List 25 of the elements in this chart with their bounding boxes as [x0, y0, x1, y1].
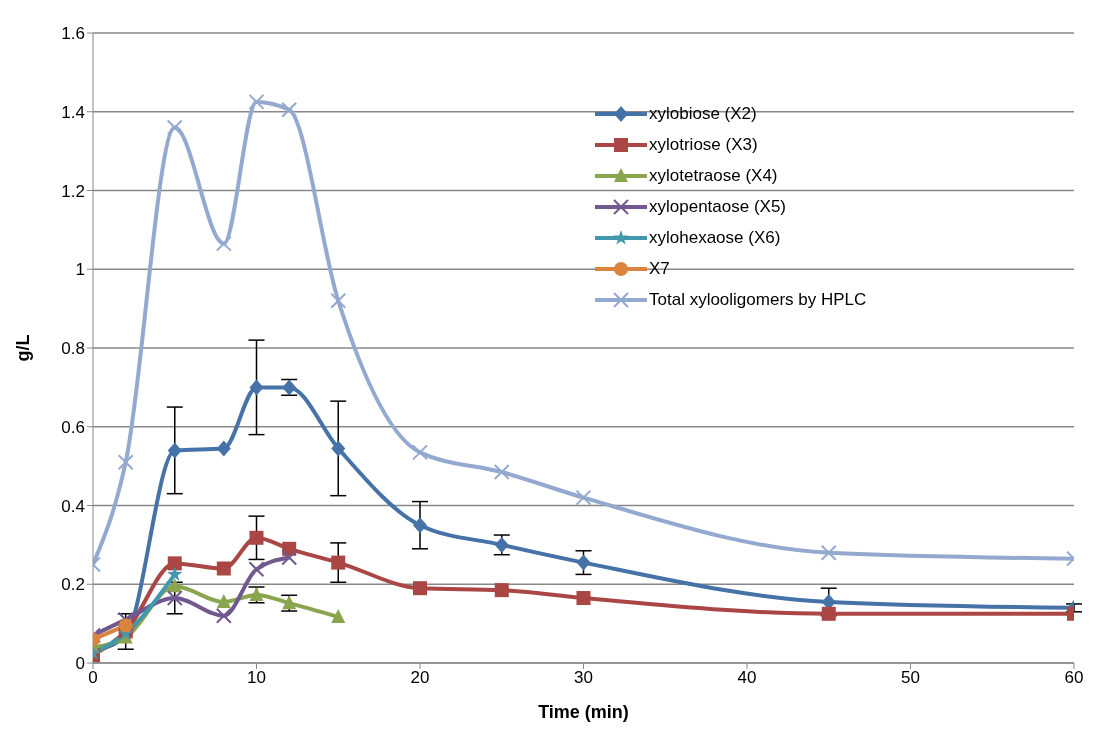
x-tick-label: 0 [88, 668, 98, 688]
y-tick-label: 0.6 [61, 417, 85, 437]
y-tick-label: 1 [75, 260, 85, 280]
legend-label: xylohexaose (X6) [649, 227, 781, 248]
x-axis-title: Time (min) [538, 702, 629, 722]
legend-label: X7 [649, 258, 670, 279]
x-tick-label: 10 [247, 668, 266, 688]
x-tick-label: 50 [901, 668, 920, 688]
y-tick-label: 1.4 [61, 102, 85, 122]
y-tick-label: 0.2 [61, 575, 85, 595]
legend-label: xylotriose (X3) [649, 134, 758, 155]
y-tick-label: 0.8 [61, 339, 85, 359]
y-tick-label: 1.6 [61, 24, 85, 44]
y-tick-label: 0 [75, 654, 85, 674]
legend-label: xylobiose (X2) [649, 103, 757, 124]
y-axis-title: g/L [13, 334, 34, 362]
legend-label: xylopentaose (X5) [649, 196, 787, 217]
y-tick-label: 0.4 [61, 496, 85, 516]
x-tick-label: 60 [1064, 668, 1084, 688]
x-tick-label: 40 [737, 668, 757, 688]
x-tick-label: 20 [410, 668, 430, 688]
x-tick-label: 30 [574, 668, 593, 688]
legend-label: xylotetraose (X4) [649, 165, 778, 186]
y-tick-label: 1.2 [61, 181, 85, 201]
legend-label: Total xylooligomers by HPLC [649, 289, 867, 310]
